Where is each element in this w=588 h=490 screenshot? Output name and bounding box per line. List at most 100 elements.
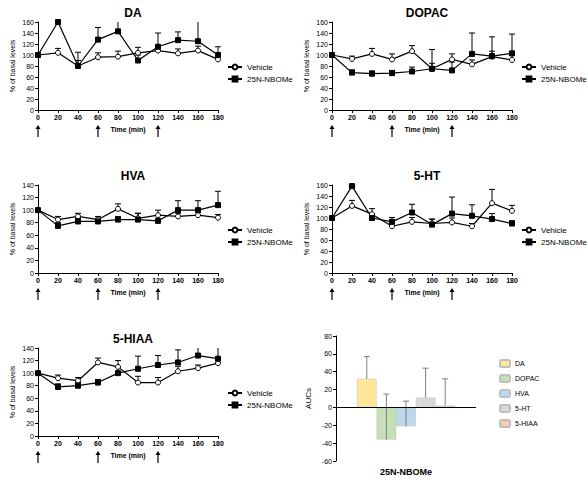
svg-text:120: 120 [446,114,458,121]
svg-text:160: 160 [192,114,204,121]
svg-text:160: 160 [192,440,204,447]
svg-text:40: 40 [26,244,34,251]
svg-text:% of basal levels: % of basal levels [9,202,16,255]
svg-text:Time (min): Time (min) [110,289,145,297]
svg-text:120: 120 [22,357,34,364]
svg-text:40: 40 [320,85,328,92]
svg-text:140: 140 [172,440,184,447]
svg-text:20: 20 [26,96,34,103]
svg-text:20: 20 [54,114,62,121]
svg-text:20: 20 [54,440,62,447]
svg-text:140: 140 [22,182,34,189]
svg-text:80: 80 [324,333,332,340]
svg-text:5-HIAA: 5-HIAA [113,332,153,346]
svg-text:80: 80 [26,382,34,389]
svg-text:100: 100 [132,114,144,121]
svg-text:20: 20 [54,277,62,284]
svg-text:60: 60 [26,232,34,239]
svg-text:80: 80 [114,277,122,284]
svg-text:160: 160 [316,182,328,189]
svg-text:80: 80 [320,226,328,233]
svg-text:0: 0 [36,277,40,284]
svg-text:% of basal levels: % of basal levels [303,202,310,255]
svg-text:100: 100 [22,370,34,377]
svg-text:60: 60 [94,114,102,121]
svg-text:120: 120 [152,440,164,447]
svg-text:25N-NBOMe: 25N-NBOMe [247,401,293,410]
svg-text:HVA: HVA [121,169,146,183]
svg-text:20: 20 [320,96,328,103]
svg-text:120: 120 [22,41,34,48]
svg-text:0: 0 [30,270,34,277]
svg-text:25N-NBOMe: 25N-NBOMe [541,75,587,84]
svg-text:40: 40 [26,407,34,414]
svg-text:60: 60 [94,440,102,447]
svg-text:25N-NBOMe: 25N-NBOMe [247,238,293,247]
svg-text:60: 60 [324,350,332,357]
svg-text:120: 120 [22,194,34,201]
svg-text:60: 60 [26,74,34,81]
svg-text:140: 140 [316,193,328,200]
svg-text:180: 180 [506,277,518,284]
svg-text:140: 140 [172,277,184,284]
svg-text:80: 80 [408,277,416,284]
svg-text:Time (min): Time (min) [404,126,439,134]
svg-text:120: 120 [152,277,164,284]
svg-text:5-HIAA: 5-HIAA [515,420,538,427]
svg-text:20: 20 [26,257,34,264]
svg-text:100: 100 [132,277,144,284]
svg-text:DOPAC: DOPAC [515,375,539,382]
svg-text:100: 100 [316,215,328,222]
svg-text:40: 40 [368,277,376,284]
svg-text:80: 80 [26,219,34,226]
svg-text:60: 60 [26,395,34,402]
svg-text:40: 40 [74,277,82,284]
svg-text:140: 140 [172,114,184,121]
svg-text:HVA: HVA [515,390,529,397]
svg-text:100: 100 [22,207,34,214]
svg-text:0: 0 [30,107,34,114]
svg-text:20: 20 [324,386,332,393]
svg-text:-20: -20 [322,422,332,429]
svg-text:0: 0 [324,107,328,114]
svg-text:160: 160 [192,277,204,284]
svg-text:0: 0 [328,404,332,411]
svg-text:20: 20 [26,420,34,427]
svg-text:140: 140 [22,345,34,352]
svg-text:180: 180 [212,114,224,121]
svg-text:100: 100 [316,52,328,59]
svg-text:40: 40 [74,440,82,447]
svg-text:80: 80 [114,114,122,121]
svg-text:140: 140 [22,30,34,37]
svg-text:Vehicle: Vehicle [247,226,273,235]
svg-text:140: 140 [466,114,478,121]
svg-text:Time (min): Time (min) [110,126,145,134]
svg-text:DA: DA [124,6,142,20]
svg-text:40: 40 [320,248,328,255]
svg-text:20: 20 [320,259,328,266]
svg-text:160: 160 [316,19,328,26]
svg-text:180: 180 [506,114,518,121]
svg-text:0: 0 [30,433,34,440]
svg-text:25N-NBOMe: 25N-NBOMe [380,467,432,477]
svg-text:120: 120 [316,204,328,211]
svg-text:60: 60 [320,237,328,244]
svg-text:5-HT: 5-HT [515,405,531,412]
svg-text:40: 40 [324,368,332,375]
svg-text:AUCs: AUCs [304,388,313,409]
svg-text:100: 100 [426,114,438,121]
svg-text:% of basal levels: % of basal levels [9,365,16,418]
svg-text:20: 20 [348,114,356,121]
svg-text:180: 180 [212,277,224,284]
svg-text:Vehicle: Vehicle [541,226,567,235]
svg-text:120: 120 [316,41,328,48]
svg-text:60: 60 [388,114,396,121]
svg-text:-60: -60 [322,458,332,465]
svg-text:80: 80 [408,114,416,121]
svg-text:Vehicle: Vehicle [247,389,273,398]
svg-text:160: 160 [22,19,34,26]
svg-text:100: 100 [426,277,438,284]
svg-text:0: 0 [36,440,40,447]
svg-text:40: 40 [26,85,34,92]
svg-text:25N-NBOMe: 25N-NBOMe [541,238,587,247]
